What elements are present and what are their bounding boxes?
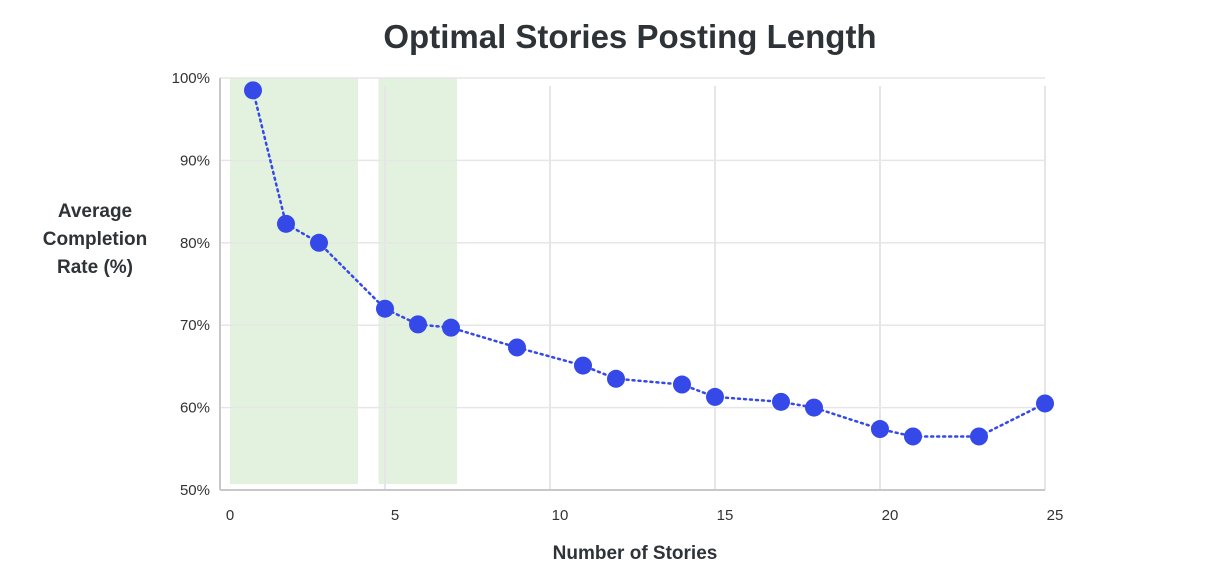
x-axis-label: Number of Stories (552, 543, 718, 564)
y-tick-label-60: 60% (180, 400, 210, 417)
data-point-6 (442, 318, 460, 337)
y-tick-label-90: 90% (180, 152, 210, 169)
chart-title: Optimal Stories Posting Length (383, 18, 877, 55)
series-line-1 (251, 89, 1047, 438)
data-point-7 (508, 338, 526, 357)
y-axis-label: Average Completion Rate (%) (42, 201, 148, 278)
data-point-3 (310, 233, 328, 252)
y-tick-label-100: 100% (172, 70, 210, 87)
data-point-5 (409, 315, 427, 334)
y-tick-label-70: 70% (180, 317, 210, 334)
data-point-14 (871, 420, 889, 439)
data-point-4 (376, 299, 394, 318)
x-tick-label-15: 15 (717, 507, 734, 524)
data-point-17 (1036, 394, 1054, 413)
highlight-band-1 (230, 78, 358, 484)
x-tick-label-10: 10 (552, 507, 569, 524)
x-tick-label-0: 0 (226, 507, 234, 524)
data-point-8 (574, 356, 592, 375)
x-tick-label-20: 20 (882, 507, 899, 524)
data-point-12 (772, 392, 790, 411)
data-point-11 (706, 387, 724, 406)
data-point-13 (805, 398, 823, 417)
x-tick-label-25: 25 (1047, 507, 1064, 524)
data-point-2 (277, 214, 295, 233)
highlight-band-2 (378, 78, 457, 484)
data-point-1 (244, 81, 262, 100)
y-tick-label-50: 50% (180, 482, 210, 499)
y-tick-label-80: 80% (180, 235, 210, 252)
x-tick-label-5: 5 (391, 507, 399, 524)
data-point-16 (970, 427, 988, 446)
data-point-9 (607, 369, 625, 388)
data-point-10 (673, 375, 691, 394)
data-point-15 (904, 427, 922, 446)
